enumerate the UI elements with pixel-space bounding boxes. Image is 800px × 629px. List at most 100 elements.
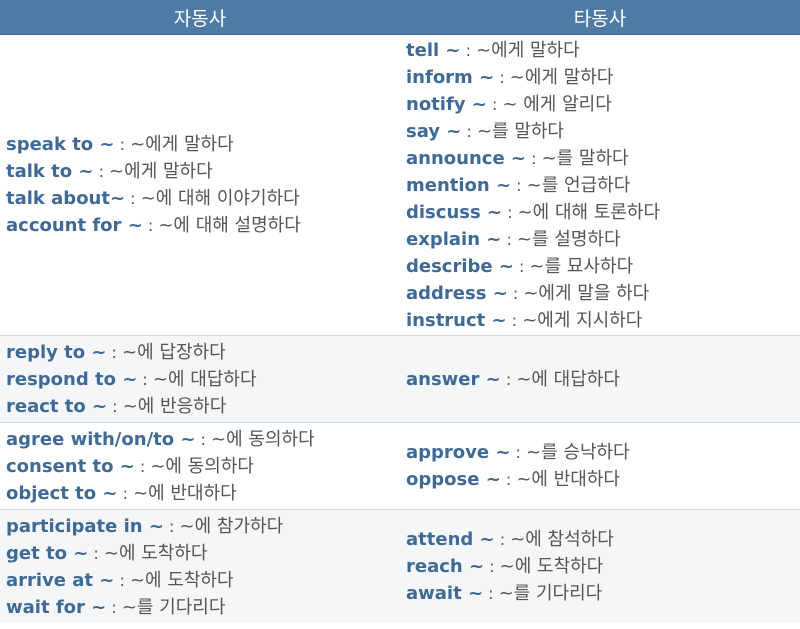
verb-entry: say ~ : ~를 말하다 xyxy=(406,118,794,145)
verb-term: consent to ~ xyxy=(6,455,135,477)
separator: : xyxy=(125,189,141,208)
verb-term: get to ~ xyxy=(6,542,89,564)
separator: : xyxy=(461,121,477,141)
verb-entry: mention ~ : ~를 언급하다 xyxy=(406,172,794,199)
verb-meaning: ~를 설명하다 xyxy=(516,228,621,250)
verb-term: await ~ xyxy=(406,583,484,604)
verb-entry: approve ~ : ~를 승낙하다 xyxy=(406,439,794,466)
verb-meaning: ~에 대답하다 xyxy=(152,368,257,390)
verb-entry: oppose ~ : ~에 반대하다 xyxy=(406,466,794,493)
verb-meaning: ~에게 지시하다 xyxy=(522,309,643,331)
verb-meaning: ~에 대해 설명하다 xyxy=(158,215,301,236)
separator: : xyxy=(107,396,123,416)
verb-meaning: ~에 반대하다 xyxy=(133,482,237,504)
separator: : xyxy=(114,135,131,154)
separator: : xyxy=(494,67,510,87)
verb-entry: account for ~ : ~에 대해 설명하다 xyxy=(6,212,394,239)
intransitive-cell: participate in ~ : ~에 참가하다 get to ~ : ~에 … xyxy=(0,509,400,623)
separator: : xyxy=(502,202,518,222)
verb-meaning: ~에 대해 토론하다 xyxy=(517,201,661,223)
verb-meaning: ~에 답장하다 xyxy=(122,341,226,363)
verb-meaning: ~에 동의하다 xyxy=(150,455,254,477)
separator: : xyxy=(117,483,134,503)
verb-entry: discuss ~ : ~에 대해 토론하다 xyxy=(406,199,794,226)
separator: : xyxy=(501,229,517,249)
separator: : xyxy=(88,543,104,563)
separator: : xyxy=(526,148,542,168)
verb-meaning: ~에게 말하다 xyxy=(476,39,580,61)
verb-entry: wait for ~ : ~를 기다리다 xyxy=(6,594,394,621)
verb-entry: tell ~ : ~에게 말하다 xyxy=(406,37,794,64)
separator: : xyxy=(483,584,499,603)
table-row: agree with/on/to ~ : ~에 동의하다 consent to ~… xyxy=(0,422,800,510)
verb-meaning: ~를 묘사하다 xyxy=(529,255,634,277)
verb-term: notify ~ xyxy=(406,93,487,115)
verb-entry: address ~ : ~에게 말을 하다 xyxy=(406,280,794,307)
verb-entry: answer ~ : ~에 대답하다 xyxy=(406,366,794,393)
transitive-cell: tell ~ : ~에게 말하다 inform ~ : ~에게 말하다 notify… xyxy=(400,34,800,336)
transitive-cell: answer ~ : ~에 대답하다 xyxy=(400,335,800,423)
separator: : xyxy=(134,456,151,476)
transitive-cell: approve ~ : ~를 승낙하다 oppose ~ : ~에 반대하다 xyxy=(400,422,800,510)
separator: : xyxy=(114,570,130,590)
verb-term: reply to ~ xyxy=(6,341,107,363)
table-row: participate in ~ : ~에 참가하다 get to ~ : ~에 … xyxy=(0,509,800,623)
separator: : xyxy=(460,40,477,60)
verb-term: mention ~ xyxy=(406,174,512,196)
verb-term: address ~ xyxy=(406,282,508,304)
separator: : xyxy=(500,470,517,489)
verb-term: talk about~ xyxy=(6,188,126,209)
verb-entry: reply to ~ : ~에 답장하다 xyxy=(6,339,394,366)
verb-term: say ~ xyxy=(406,120,462,142)
verb-term: participate in ~ xyxy=(6,515,164,537)
separator: : xyxy=(500,369,517,389)
verb-entry: notify ~ : ~ 에게 알리다 xyxy=(406,91,794,118)
verb-meaning: ~에 도착하다 xyxy=(129,569,234,591)
verb-meaning: ~를 기다리다 xyxy=(121,596,226,618)
verb-entry: participate in ~ : ~에 참가하다 xyxy=(6,513,394,540)
header-transitive: 타동사 xyxy=(400,0,800,35)
verb-meaning: ~에 대해 이야기하다 xyxy=(140,188,300,209)
verb-entry: arrive at ~ : ~에 도착하다 xyxy=(6,567,394,594)
verb-term: approve ~ xyxy=(406,442,511,463)
verb-term: wait for ~ xyxy=(6,596,107,618)
verb-term: discuss ~ xyxy=(406,201,503,223)
separator: : xyxy=(511,175,527,195)
separator: : xyxy=(484,557,500,576)
verb-term: oppose ~ xyxy=(406,469,501,490)
verb-term: account for ~ xyxy=(6,215,143,236)
verb-term: attend ~ xyxy=(406,529,495,550)
verb-term: speak to ~ xyxy=(6,134,115,155)
separator: : xyxy=(486,94,503,114)
verb-term: react to ~ xyxy=(6,395,108,417)
verb-meaning: ~에 참석하다 xyxy=(510,529,614,550)
verb-meaning: ~에 동의하다 xyxy=(211,428,315,450)
verb-term: answer ~ xyxy=(406,368,501,390)
intransitive-cell: reply to ~ : ~에 답장하다 respond to ~ : ~에 대답… xyxy=(0,335,400,423)
separator: : xyxy=(163,516,180,536)
verb-term: explain ~ xyxy=(406,228,502,250)
verb-meaning: ~에게 말하다 xyxy=(130,134,234,155)
header-intransitive: 자동사 xyxy=(0,0,400,35)
verb-meaning: ~ 에게 알리다 xyxy=(502,93,612,115)
verb-entry: announce ~ : ~를 말하다 xyxy=(406,145,794,172)
verb-entry: inform ~ : ~에게 말하다 xyxy=(406,64,794,91)
verb-meaning: ~에 참가하다 xyxy=(179,515,284,537)
verb-term: talk to ~ xyxy=(6,161,94,182)
verb-term: agree with/on/to ~ xyxy=(6,428,196,450)
verb-entry: reach ~ : ~에 도착하다 xyxy=(406,553,794,580)
verb-term: tell ~ xyxy=(406,39,461,61)
separator: : xyxy=(510,443,527,462)
verb-meaning: ~를 승낙하다 xyxy=(526,442,630,463)
verb-entry: object to ~ : ~에 반대하다 xyxy=(6,480,394,507)
table-row: reply to ~ : ~에 답장하다 respond to ~ : ~에 대답… xyxy=(0,335,800,423)
intransitive-cell: agree with/on/to ~ : ~에 동의하다 consent to ~… xyxy=(0,422,400,510)
verb-meaning: ~에 반대하다 xyxy=(516,469,620,490)
separator: : xyxy=(93,162,110,181)
verb-meaning: ~를 기다리다 xyxy=(498,583,603,604)
verb-entry: react to ~ : ~에 반응하다 xyxy=(6,393,394,420)
verb-meaning: ~를 말하다 xyxy=(541,147,629,169)
verb-entry: talk to ~ : ~에게 말하다 xyxy=(6,158,394,185)
separator: : xyxy=(506,310,523,330)
